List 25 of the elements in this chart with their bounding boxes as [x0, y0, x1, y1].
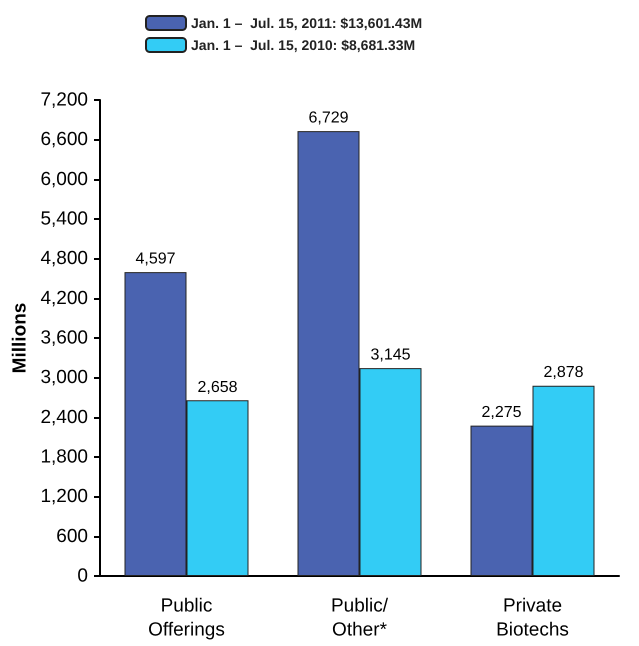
x-tick-label: Public/ Other* — [330, 596, 389, 640]
y-tick-label: 6,000 — [40, 168, 88, 190]
data-label: 6,729 — [308, 110, 349, 127]
y-tick-label: 4,200 — [40, 288, 88, 309]
x-tick-label: Private Biotechs — [496, 596, 569, 640]
data-label: 2,878 — [543, 364, 584, 382]
y-tick-label: 3,000 — [40, 367, 88, 388]
y-tick-label: 1,800 — [40, 446, 88, 468]
y-tick-label: 600 — [56, 526, 88, 547]
y-tick-label: 6,600 — [40, 129, 88, 150]
data-label: 2,275 — [481, 404, 522, 422]
y-tick-label: 2,400 — [40, 406, 88, 428]
y-tick-label: 1,200 — [40, 486, 88, 508]
x-tick-label: Public Offerings — [148, 596, 225, 640]
data-label: 4,597 — [135, 250, 176, 268]
y-tick-label: 3,600 — [40, 328, 88, 348]
y-tick-label: 0 — [77, 566, 88, 586]
y-tick-label: 5,400 — [40, 208, 88, 230]
y-tick-label: 4,800 — [40, 248, 88, 270]
data-label: 3,145 — [370, 346, 411, 364]
y-tick-label: 7,200 — [40, 90, 88, 110]
legend-label: Jan. 1 – Jul. 15, 2011: $13,601.43M — [191, 15, 422, 31]
y-axis-title: Millions — [10, 302, 31, 374]
data-label: 2,658 — [197, 378, 238, 396]
legend-label: Jan. 1 – Jul. 15, 2010: $8,681.33M — [191, 37, 416, 53]
